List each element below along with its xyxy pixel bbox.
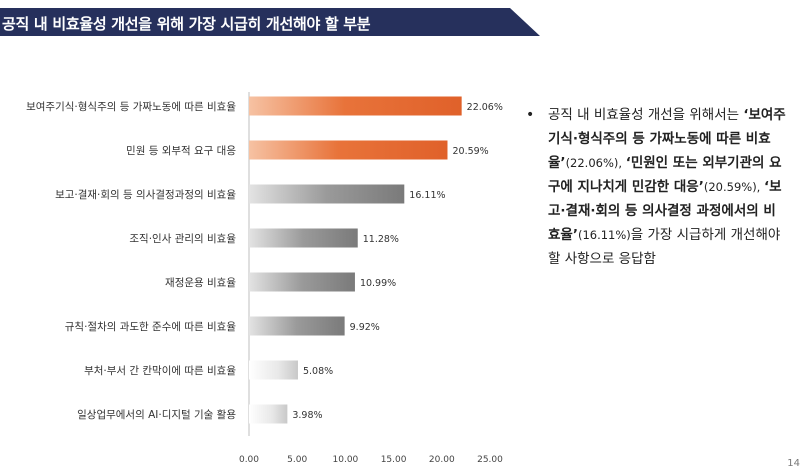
bar	[249, 272, 355, 292]
bullet-symbol: •	[526, 107, 535, 123]
value-label: 20.59%	[452, 146, 488, 157]
category-label: 조직·인사 관리의 비효율	[129, 233, 236, 245]
category-label: 재정운용 비효율	[165, 277, 236, 289]
value-label: 9.92%	[350, 322, 380, 333]
summary-text-segment: (16.11%)	[577, 228, 631, 242]
bar	[249, 96, 462, 116]
bar	[249, 360, 298, 380]
category-label: 보고·결재·회의 등 의사결정과정의 비효율	[55, 189, 236, 201]
page-number: 14	[787, 458, 800, 469]
summary-text-segment: (22.06%),	[565, 156, 626, 170]
category-label: 부처·부서 간 칸막이에 따른 비효율	[84, 365, 236, 377]
value-label: 11.28%	[363, 234, 399, 245]
bar-chart: 보여주기식·형식주의 등 가짜노동에 따른 비효율 22.06% 민원 등 외부적 …	[26, 92, 503, 465]
summary-paragraph: 공직 내 비효율성 개선을 위해서는 ‘보여주기식·형식주의 등 가짜노동에 따…	[548, 103, 788, 271]
value-label: 22.06%	[467, 102, 503, 113]
value-label: 3.98%	[292, 410, 322, 421]
value-label: 16.11%	[409, 190, 445, 201]
x-tick-label: 25.00	[477, 455, 503, 465]
x-tick-label: 15.00	[381, 455, 407, 465]
x-tick-label: 5.00	[287, 455, 307, 465]
summary-text-segment: 을 가장 시급하게 개선해야 할 사항으로 응답함	[548, 227, 781, 267]
title-bar	[0, 8, 540, 36]
bar	[249, 140, 448, 160]
value-label: 10.99%	[360, 278, 396, 289]
x-tick-label: 20.00	[429, 455, 455, 465]
category-label: 규칙·절차의 과도한 준수에 따른 비효율	[65, 320, 237, 333]
bar	[249, 404, 288, 424]
summary-emphasis: ‘보여주기식·형식주의 등 가짜노동에 따른 비효율’	[548, 107, 786, 171]
category-label: 일상업무에서의 AI·디지털 기술 활용	[77, 408, 236, 421]
category-label: 보여주기식·형식주의 등 가짜노동에 따른 비효율	[26, 101, 236, 113]
summary-emphasis: ‘민원인 또는 외부기관의 요구에 지나치게 민감한 대응’	[548, 155, 782, 195]
bar	[249, 316, 345, 336]
summary-emphasis: ‘보고·결재·회의 등 의사결정 과정에서의 비효율’	[548, 179, 782, 243]
summary-text-segment: (20.59%),	[703, 180, 764, 194]
x-tick-label: 0.00	[239, 455, 259, 465]
bar	[249, 228, 358, 248]
page-title: 공직 내 비효율성 개선을 위해 가장 시급히 개선해야 할 부분	[2, 15, 371, 33]
category-label: 민원 등 외부적 요구 대응	[126, 145, 236, 157]
summary-text: • 공직 내 비효율성 개선을 위해서는 ‘보여주기식·형식주의 등 가짜노동에…	[526, 103, 788, 271]
value-label: 5.08%	[303, 366, 333, 377]
summary-text-segment: 공직 내 비효율성 개선을 위해서는	[548, 107, 744, 123]
bar	[249, 184, 405, 204]
x-tick-label: 10.00	[333, 455, 359, 465]
